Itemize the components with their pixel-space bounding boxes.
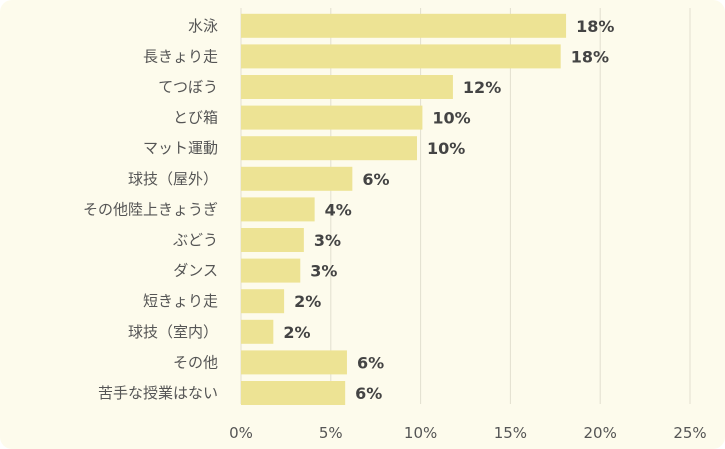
data-label: 2%	[283, 323, 310, 342]
x-tick-label: 10%	[404, 424, 437, 442]
category-label: とび箱	[173, 109, 218, 127]
bar	[241, 75, 453, 99]
category-label: ダンス	[173, 262, 218, 280]
data-label: 10%	[432, 109, 470, 128]
category-label: 短きょり走	[143, 292, 218, 310]
data-label: 3%	[314, 231, 341, 250]
data-label: 6%	[357, 353, 384, 372]
bar	[241, 350, 347, 375]
x-tick-label: 25%	[673, 424, 706, 442]
bar	[241, 13, 567, 38]
category-label: その他陸上きょうぎ	[83, 200, 218, 218]
bar	[241, 258, 301, 283]
data-label: 10%	[427, 139, 465, 158]
category-label: マット運動	[143, 139, 218, 157]
data-label: 6%	[355, 384, 382, 403]
bar	[241, 197, 315, 222]
category-label: その他	[173, 353, 218, 371]
data-label: 2%	[294, 292, 321, 311]
category-label: 長きょり走	[143, 47, 218, 65]
label-layer: 水泳 18% 長きょり走 18% てつぼう 12% とび箱 10% マット運動 10% 球技（屋外）…	[83, 17, 614, 403]
data-label: 3%	[310, 262, 337, 281]
bar	[241, 228, 304, 252]
data-label: 18%	[571, 47, 609, 66]
x-tick-label: 15%	[494, 424, 527, 442]
x-tick-label: 0%	[229, 424, 253, 442]
x-tick-label: 20%	[584, 424, 617, 442]
bar	[241, 105, 423, 130]
category-label: てつぼう	[158, 78, 218, 96]
category-label: 球技（室内）	[128, 323, 218, 341]
x-axis: 0% 5% 10% 15% 20% 25%	[229, 424, 707, 442]
bar	[241, 166, 353, 191]
bar	[241, 136, 418, 161]
bar	[241, 381, 346, 405]
bar	[241, 319, 274, 344]
data-label: 6%	[362, 170, 389, 189]
data-label: 12%	[463, 78, 501, 97]
bar	[241, 289, 285, 314]
category-label: 球技（屋外）	[128, 170, 218, 188]
data-label: 18%	[576, 17, 614, 36]
category-label: 水泳	[188, 17, 218, 35]
x-tick-label: 5%	[319, 424, 343, 442]
data-label: 4%	[325, 200, 352, 219]
bar-layer	[241, 13, 567, 405]
category-label: 苦手な授業はない	[98, 384, 218, 402]
category-label: ぶどう	[173, 231, 218, 249]
bar	[241, 44, 561, 69]
